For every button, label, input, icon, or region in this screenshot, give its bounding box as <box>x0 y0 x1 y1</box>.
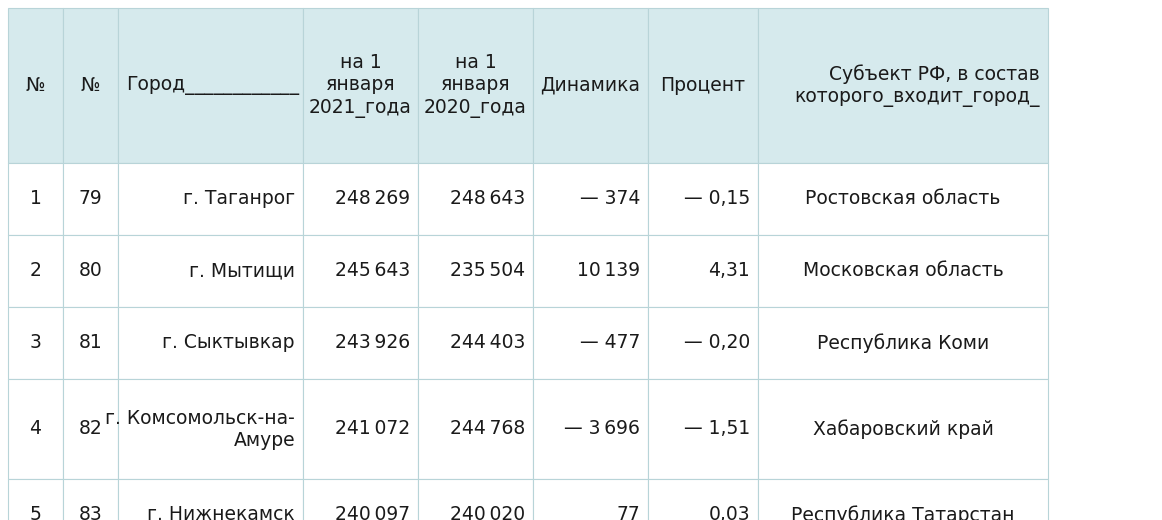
Text: Московская область: Московская область <box>803 262 1003 280</box>
Text: 83: 83 <box>79 505 102 520</box>
Text: на 1
января
2020_года: на 1 января 2020_года <box>424 54 526 118</box>
Text: — 477: — 477 <box>580 333 640 353</box>
Text: — 3 696: — 3 696 <box>564 420 640 438</box>
Text: Республика Татарстан: Республика Татарстан <box>791 505 1014 520</box>
Text: 248 643: 248 643 <box>450 189 525 209</box>
Bar <box>303 307 418 379</box>
Text: Ростовская область: Ростовская область <box>805 189 1000 209</box>
Text: 243 926: 243 926 <box>335 333 410 353</box>
Text: — 1,51: — 1,51 <box>683 420 749 438</box>
Bar <box>63 379 119 479</box>
Bar <box>418 307 533 379</box>
Bar <box>533 235 648 307</box>
Text: г. Сыктывкар: г. Сыктывкар <box>163 333 295 353</box>
Bar <box>533 163 648 235</box>
Bar <box>303 163 418 235</box>
Text: 82: 82 <box>79 420 102 438</box>
Bar <box>758 479 1048 520</box>
Bar <box>418 235 533 307</box>
Bar <box>303 379 418 479</box>
Text: 248 269: 248 269 <box>335 189 410 209</box>
Bar <box>63 163 119 235</box>
Bar <box>418 163 533 235</box>
Bar <box>119 379 303 479</box>
Bar <box>418 8 533 163</box>
Text: 79: 79 <box>79 189 102 209</box>
Bar <box>648 235 758 307</box>
Bar <box>8 235 63 307</box>
Bar <box>758 8 1048 163</box>
Bar <box>8 379 63 479</box>
Bar <box>303 235 418 307</box>
Text: 245 643: 245 643 <box>335 262 410 280</box>
Text: №: № <box>26 76 45 95</box>
Bar <box>303 8 418 163</box>
Bar <box>8 479 63 520</box>
Bar <box>418 479 533 520</box>
Bar <box>648 379 758 479</box>
Text: — 0,20: — 0,20 <box>683 333 749 353</box>
Text: №: № <box>80 76 100 95</box>
Bar <box>119 307 303 379</box>
Bar <box>8 8 63 163</box>
Text: 4: 4 <box>29 420 42 438</box>
Bar <box>533 379 648 479</box>
Text: 5: 5 <box>29 505 42 520</box>
Text: Республика Коми: Республика Коми <box>817 333 989 353</box>
Bar <box>533 8 648 163</box>
Bar <box>533 479 648 520</box>
Text: г. Таганрог: г. Таганрог <box>182 189 295 209</box>
Text: Хабаровский край: Хабаровский край <box>812 419 994 439</box>
Text: Процент: Процент <box>660 76 746 95</box>
Text: 240 020: 240 020 <box>450 505 525 520</box>
Bar <box>533 307 648 379</box>
Bar <box>119 8 303 163</box>
Bar <box>418 379 533 479</box>
Bar <box>119 479 303 520</box>
Text: Город____________: Город____________ <box>125 76 299 95</box>
Text: 244 768: 244 768 <box>450 420 525 438</box>
Bar <box>8 307 63 379</box>
Bar <box>119 163 303 235</box>
Text: 80: 80 <box>79 262 102 280</box>
Bar <box>758 163 1048 235</box>
Bar <box>758 379 1048 479</box>
Text: 1: 1 <box>29 189 42 209</box>
Text: 4,31: 4,31 <box>709 262 749 280</box>
Text: 3: 3 <box>29 333 42 353</box>
Text: 241 072: 241 072 <box>335 420 410 438</box>
Text: 244 403: 244 403 <box>450 333 525 353</box>
Bar <box>303 479 418 520</box>
Bar <box>63 479 119 520</box>
Text: на 1
января
2021_года: на 1 января 2021_года <box>309 54 413 118</box>
Text: 77: 77 <box>616 505 640 520</box>
Bar <box>758 235 1048 307</box>
Text: г. Комсомольск-на-
Амуре: г. Комсомольск-на- Амуре <box>106 409 295 449</box>
Text: — 0,15: — 0,15 <box>683 189 749 209</box>
Bar <box>648 163 758 235</box>
Bar <box>63 8 119 163</box>
Bar <box>63 307 119 379</box>
Bar <box>648 8 758 163</box>
Text: 235 504: 235 504 <box>450 262 525 280</box>
Text: Субъект РФ, в состав
которого_входит_город_: Субъект РФ, в состав которого_входит_гор… <box>795 64 1040 107</box>
Bar <box>648 307 758 379</box>
Text: Динамика: Динамика <box>540 76 640 95</box>
Text: г. Нижнекамск: г. Нижнекамск <box>148 505 295 520</box>
Text: 0,03: 0,03 <box>709 505 749 520</box>
Bar <box>63 235 119 307</box>
Text: 10 139: 10 139 <box>576 262 640 280</box>
Text: г. Мытищи: г. Мытищи <box>189 262 295 280</box>
Bar <box>758 307 1048 379</box>
Text: 2: 2 <box>29 262 42 280</box>
Bar <box>119 235 303 307</box>
Bar <box>8 163 63 235</box>
Text: 81: 81 <box>79 333 102 353</box>
Bar <box>648 479 758 520</box>
Text: — 374: — 374 <box>580 189 640 209</box>
Text: 240 097: 240 097 <box>335 505 410 520</box>
